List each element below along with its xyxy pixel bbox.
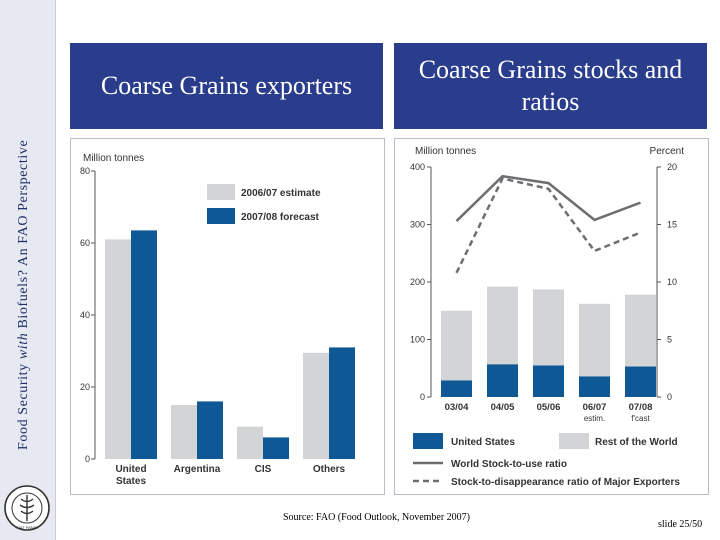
y2-tick-label: 10 xyxy=(667,277,677,287)
left-title: Coarse Grains exporters xyxy=(70,43,383,129)
stacked-bar-segment xyxy=(625,366,656,397)
legend-label: Stock-to-disappearance ratio of Major Ex… xyxy=(451,477,680,488)
bar xyxy=(237,426,263,459)
bar xyxy=(329,347,355,459)
category-label: CIS xyxy=(255,464,272,475)
exporters-chart-panel: Million tonnes 0 20 40 60 80 United States Argen… xyxy=(70,138,385,495)
y-tick-label: 0 xyxy=(85,454,90,464)
category-label: 06/07 xyxy=(583,402,607,413)
category-label: 05/06 xyxy=(537,402,561,413)
legend-label: World Stock-to-use ratio xyxy=(451,459,567,470)
stacked-bar-segment xyxy=(579,303,610,377)
right-title: Coarse Grains stocks and ratios xyxy=(394,43,707,129)
source-note: Source: FAO (Food Outlook, November 2007… xyxy=(283,512,471,523)
category-label: United xyxy=(115,464,146,475)
fao-logo: FIAT PANIS xyxy=(4,485,50,531)
bar xyxy=(303,352,329,459)
category-sublabel: estim. xyxy=(584,414,605,423)
solid-ratio-line xyxy=(455,174,641,222)
legend-swatch xyxy=(207,184,235,200)
sidebar-title-italic: with xyxy=(16,332,31,360)
dashed-ratio-line xyxy=(455,177,641,274)
stocks-chart: Million tonnes Percent 0 100 200 300 400 0 5 10 15… xyxy=(410,146,685,488)
sidebar: Food Security with Biofuels? An FAO Pers… xyxy=(0,0,56,540)
legend-label: 2006/07 estimate xyxy=(241,188,321,199)
stacked-bar-segment xyxy=(441,380,472,397)
stacked-bar-segment xyxy=(441,310,472,381)
bar xyxy=(171,405,197,459)
bar xyxy=(131,230,157,459)
legend-swatch xyxy=(559,433,589,449)
stacked-bar-segment xyxy=(533,289,564,366)
stacked-bar-segment xyxy=(579,376,610,397)
stacked-bar-segment xyxy=(487,286,518,365)
y-tick-label: 60 xyxy=(80,238,90,248)
y-axis-label: Million tonnes xyxy=(83,153,144,164)
logo-letters: FIAT PANIS xyxy=(16,525,37,530)
sidebar-title: Food Security with Biofuels? An FAO Pers… xyxy=(16,30,32,450)
y-tick-label: 400 xyxy=(410,162,425,172)
stacked-bar-segment xyxy=(487,364,518,397)
y-tick-label: 20 xyxy=(80,382,90,392)
sidebar-title-part: Biofuels? An FAO Perspective xyxy=(16,139,31,333)
category-label: 04/05 xyxy=(491,402,515,413)
y2-axis-label: Percent xyxy=(650,146,685,157)
category-label: 07/08 xyxy=(629,402,653,413)
y-axis-label: Million tonnes xyxy=(415,146,476,157)
category-label: 03/04 xyxy=(445,402,469,413)
legend-label: United States xyxy=(451,437,515,448)
bar xyxy=(105,239,131,459)
category-label: Argentina xyxy=(174,464,221,475)
category-sublabel: f'cast xyxy=(631,414,650,423)
legend-swatch xyxy=(413,433,443,449)
bar xyxy=(263,437,289,459)
y-tick-label: 0 xyxy=(420,392,425,402)
slide-number: slide 25/50 xyxy=(658,519,703,530)
y-tick-label: 80 xyxy=(80,166,90,176)
y-tick-label: 40 xyxy=(80,310,90,320)
legend-label: Rest of the World xyxy=(595,437,678,448)
y2-tick-label: 20 xyxy=(667,162,677,172)
y-tick-label: 300 xyxy=(410,220,425,230)
bar xyxy=(197,401,223,459)
legend-swatch xyxy=(207,208,235,224)
sidebar-title-part: Food Security xyxy=(16,359,31,450)
legend-label: 2007/08 forecast xyxy=(241,212,320,223)
y-tick-label: 200 xyxy=(410,277,425,287)
y2-tick-label: 0 xyxy=(667,392,672,402)
y-tick-label: 100 xyxy=(410,335,425,345)
category-label: States xyxy=(116,476,146,487)
y2-tick-label: 15 xyxy=(667,220,677,230)
stacked-bar-segment xyxy=(625,294,656,367)
category-label: Others xyxy=(313,464,346,475)
stacked-bar-segment xyxy=(533,365,564,397)
stocks-chart-panel: Million tonnes Percent 0 100 200 300 400 0 5 10 15… xyxy=(394,138,709,495)
y2-tick-label: 5 xyxy=(667,335,672,345)
